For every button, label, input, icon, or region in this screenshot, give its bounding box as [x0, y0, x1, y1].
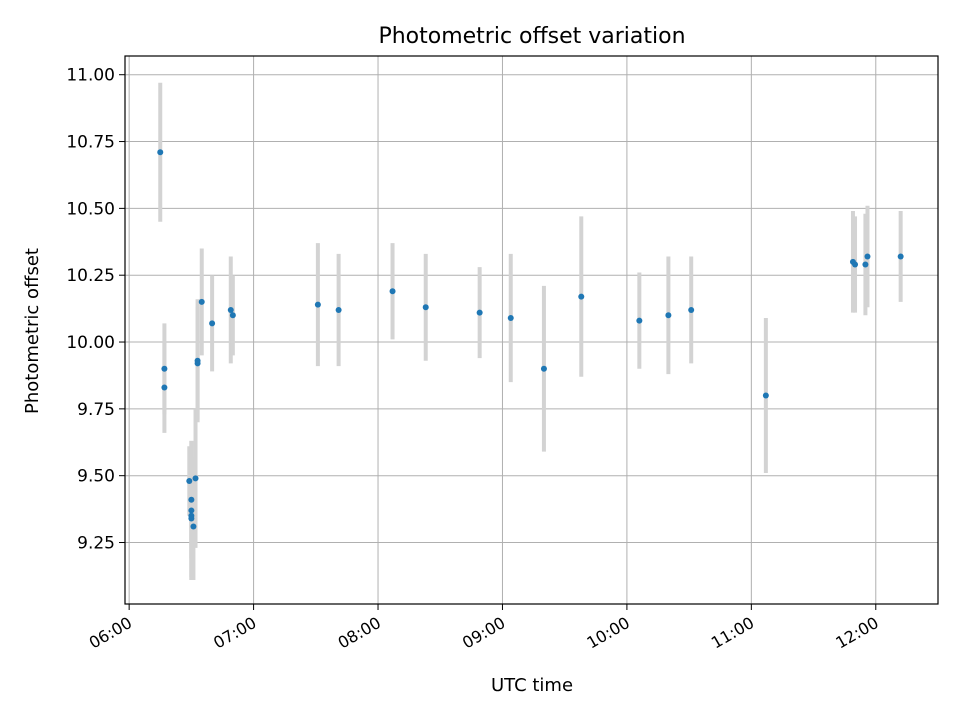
- data-point: [190, 523, 197, 530]
- error-bars: [158, 82, 903, 580]
- x-tick-label: 11:00: [708, 613, 757, 653]
- data-point: [862, 261, 869, 268]
- x-tick-label: 10:00: [583, 613, 632, 653]
- data-point: [198, 298, 205, 305]
- data-point: [852, 261, 859, 268]
- data-point: [897, 253, 904, 260]
- y-tick-label: 10.25: [66, 266, 115, 286]
- y-tick-label: 11.00: [66, 66, 115, 86]
- y-tick-label: 9.75: [77, 400, 115, 420]
- data-point: [688, 306, 695, 313]
- data-point: [578, 293, 585, 300]
- data-points: [157, 149, 904, 530]
- x-tick-label: 12:00: [832, 613, 881, 653]
- data-point: [188, 507, 195, 514]
- data-point: [864, 253, 871, 260]
- y-tick-label: 10.75: [66, 133, 115, 153]
- data-point: [476, 309, 483, 316]
- x-tick-label: 08:00: [335, 613, 384, 653]
- data-point: [192, 475, 199, 482]
- data-point: [161, 365, 168, 372]
- y-tick-label: 10.00: [66, 333, 115, 353]
- data-point: [186, 478, 193, 485]
- data-point: [194, 357, 201, 364]
- y-tick-label: 9.50: [77, 467, 115, 487]
- data-point: [188, 515, 195, 522]
- data-point: [188, 496, 195, 503]
- data-point: [157, 149, 164, 156]
- x-tick-label: 07:00: [210, 613, 259, 653]
- data-point: [314, 301, 321, 308]
- y-tick-label: 9.25: [77, 534, 115, 554]
- data-point: [422, 304, 429, 311]
- x-tick-label: 06:00: [86, 613, 135, 653]
- plot-frame: [124, 55, 939, 605]
- data-point: [209, 320, 216, 327]
- grid-lines: [125, 56, 938, 604]
- data-point: [335, 306, 342, 313]
- data-point: [389, 288, 396, 295]
- data-point: [507, 314, 514, 321]
- data-point: [762, 392, 769, 399]
- chart-title: Photometric offset variation: [378, 24, 685, 49]
- data-point: [636, 317, 643, 324]
- y-tick-label: 10.50: [66, 199, 115, 219]
- axis-ticks: 06:00 07:00 08:00 09:00 10:00 11:00 12:00 9.25 9…: [66, 66, 881, 653]
- x-tick-label: 09:00: [459, 613, 508, 653]
- data-point: [540, 365, 547, 372]
- y-axis-label: Photometric offset: [22, 248, 43, 414]
- data-point: [161, 384, 168, 391]
- data-point: [227, 306, 234, 313]
- data-point: [665, 312, 672, 319]
- x-axis-label: UTC time: [491, 675, 573, 696]
- data-point: [229, 312, 236, 319]
